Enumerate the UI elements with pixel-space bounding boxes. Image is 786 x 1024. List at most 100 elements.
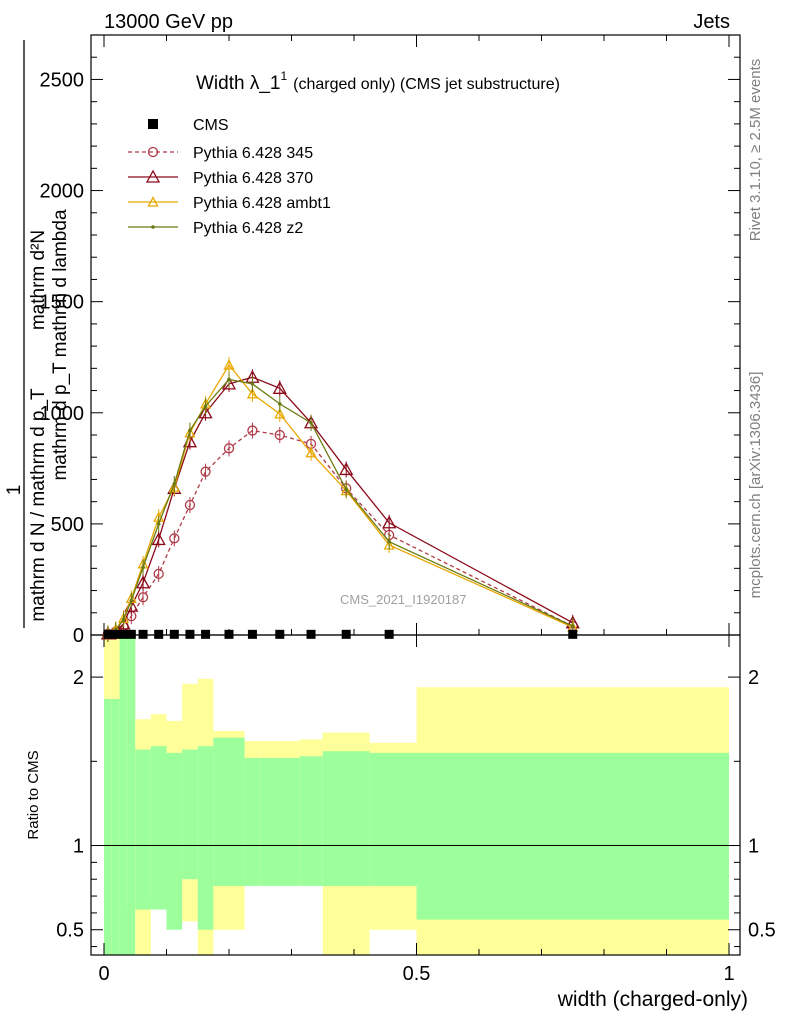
axis-ticks: 0 500 1000 1500 2000 2500 0.5 0.5 1 1 2 2 0 0.5 1 xyxy=(40,35,776,985)
ratio-plot-frame xyxy=(90,634,741,956)
chart-title: Width λ_11 (charged only) (CMS jet substr… xyxy=(196,69,560,94)
ratio-ytick-label: 0.5 xyxy=(56,920,84,942)
series-point xyxy=(223,359,235,370)
series-point xyxy=(305,446,317,458)
legend-cms-marker xyxy=(148,119,158,129)
series-point xyxy=(570,624,575,628)
ratio-inner-band-bin xyxy=(299,756,323,886)
series-point xyxy=(188,428,192,433)
watermark-label: CMS_2021_I1920187 xyxy=(340,592,467,607)
series-point xyxy=(227,377,231,382)
series-point xyxy=(309,420,313,425)
ratio-ytick-label-right: 1 xyxy=(748,836,759,858)
ratio-ytick-label-right: 2 xyxy=(748,667,759,689)
series-point xyxy=(172,482,177,486)
cms-data-point xyxy=(138,629,148,639)
ratio-inner-band-bin xyxy=(150,746,167,910)
cms-data-point xyxy=(384,629,394,639)
ylabel-line2: mathrm d p_T mathrm d lambda xyxy=(50,209,71,480)
ratio-inner-band-bin xyxy=(135,749,151,910)
ratio-inner-band-bin xyxy=(197,746,214,930)
ratio-inner-band-bin xyxy=(369,752,417,886)
series-point xyxy=(250,382,255,386)
series-point xyxy=(274,429,285,441)
series-point xyxy=(141,565,145,570)
ratio-inner-band-bin xyxy=(127,635,136,955)
series-point xyxy=(153,568,164,580)
cms-data-point xyxy=(568,629,578,639)
cms-data-point xyxy=(119,629,129,639)
legend-label: Pythia 6.428 z2 xyxy=(193,220,303,237)
ylabel-line1: mathrm d²N xyxy=(28,230,49,330)
cms-data-point xyxy=(247,629,257,639)
ratio-inner-band-bin xyxy=(260,757,300,886)
chart-title-main: Width λ_1 xyxy=(196,73,280,94)
y-axis-label-top: mathrm d²N mathrm d p_T mathrm d lambda … xyxy=(4,40,71,628)
cms-data-point xyxy=(126,629,136,639)
series-point xyxy=(272,380,287,394)
ratio-inner-band-bin xyxy=(119,635,128,955)
top-ytick-label: 1500 xyxy=(40,292,85,314)
top-ytick-label: 2500 xyxy=(40,69,85,91)
series-point xyxy=(198,405,213,419)
series-point xyxy=(203,404,208,408)
cms-data-point xyxy=(111,629,121,639)
ratio-ytick-label-right: 0.5 xyxy=(748,920,776,942)
top-ytick-label: 2000 xyxy=(40,181,85,203)
xtick-label: 1 xyxy=(723,963,734,985)
ratio-error-bands xyxy=(104,635,729,955)
ratio-inner-band-bin xyxy=(416,752,729,920)
series-point xyxy=(151,532,166,546)
cms-data-point xyxy=(341,629,351,639)
series-point xyxy=(223,443,235,454)
x-axis-label: width (charged-only) xyxy=(557,988,748,1011)
series-point xyxy=(121,617,126,622)
series-line-1 xyxy=(107,376,574,635)
cms-data-point xyxy=(201,629,211,639)
ratio-inner-band-bin xyxy=(111,699,120,955)
cms-data-point xyxy=(169,629,179,639)
legend: CMS Pythia 6.428 345 Pythia 6.428 370 Pythi… xyxy=(128,117,331,237)
legend-label: Pythia 6.428 ambt1 xyxy=(193,195,331,212)
top-ytick-label: 1000 xyxy=(40,403,85,425)
series-point xyxy=(247,425,258,436)
series-point xyxy=(169,533,180,544)
legend-marker xyxy=(145,169,161,183)
mcplots-side-label: mcplots.cern.ch [arXiv:1306.3436] xyxy=(747,372,764,599)
ratio-ytick-label: 1 xyxy=(73,836,84,858)
ylabel-top-one: 1 xyxy=(4,485,25,496)
cms-data-point xyxy=(185,629,195,639)
cms-data-point xyxy=(306,629,316,639)
ratio-inner-band-bin xyxy=(182,749,198,880)
cms-data-point xyxy=(224,629,234,639)
xtick-label: 0 xyxy=(98,963,109,985)
ratio-inner-band-bin xyxy=(322,751,370,886)
rivet-side-label: Rivet 3.1.10, ≥ 2.5M events xyxy=(747,59,764,242)
cms-data-point xyxy=(275,629,285,639)
legend-label: Pythia 6.428 370 xyxy=(193,170,313,187)
series-point xyxy=(387,539,391,544)
legend-cms-label: CMS xyxy=(193,117,229,134)
top-ytick-label: 0 xyxy=(73,625,84,647)
xtick-label: 0.5 xyxy=(403,963,431,985)
header-right: Jets xyxy=(693,11,730,33)
ratio-inner-band-bin xyxy=(213,737,245,886)
ratio-inner-band-bin xyxy=(166,752,183,930)
ratio-ytick-label: 2 xyxy=(73,667,84,689)
legend-marker xyxy=(147,146,159,158)
legend-marker xyxy=(147,196,159,207)
ylabel-line3: mathrm d N / mathrm d p_T xyxy=(28,388,49,622)
cms-data-point xyxy=(103,629,113,639)
data-series xyxy=(100,357,580,642)
series-point xyxy=(382,515,397,529)
ratio-inner-band-bin xyxy=(244,757,261,886)
legend-label: Pythia 6.428 345 xyxy=(193,145,313,162)
top-plot-frame xyxy=(90,34,741,636)
chart-title-sup: 1 xyxy=(280,69,287,83)
cms-data-point xyxy=(154,629,164,639)
ratio-inner-band-bin xyxy=(104,699,112,955)
series-point xyxy=(274,407,286,419)
series-line-3 xyxy=(107,378,574,635)
series-point xyxy=(339,462,354,476)
